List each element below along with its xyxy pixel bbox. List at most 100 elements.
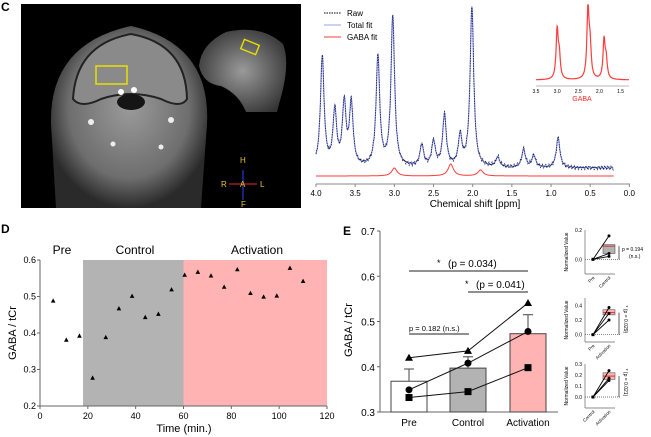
e-x-tick-label: Activation xyxy=(506,418,549,429)
orientation-h: H xyxy=(240,156,246,165)
inset-gaba-curve xyxy=(536,4,629,81)
d-y-tick-label: 0.6 xyxy=(23,255,36,265)
legend-gaba-label: GABA fit xyxy=(347,33,378,42)
data-point xyxy=(221,284,227,289)
sig2-star: * xyxy=(465,279,469,289)
inset-x-tick-label: 1.5 xyxy=(617,89,624,95)
subject-marker-circle xyxy=(524,327,532,335)
phase-label-activation: Activation xyxy=(231,243,283,257)
legend-raw-label: Raw xyxy=(347,9,363,18)
subject-marker-triangle xyxy=(464,346,472,354)
mini-x-tick-label: Activation xyxy=(594,343,612,361)
group-bar-chart: 0.3 0.4 0.5 0.6 0.7 Pre Control Activation * (… xyxy=(343,227,558,429)
mini-y-tick-label: 0.0 xyxy=(575,395,582,401)
e-y-tick-label: 0.6 xyxy=(361,272,375,283)
orientation-f: F xyxy=(241,200,246,208)
d-ylabel: GABA / tCr xyxy=(7,306,19,360)
subject-marker-square xyxy=(405,394,413,402)
mini-subject-line xyxy=(592,313,610,335)
e-y-tick-label: 0.3 xyxy=(361,408,375,419)
subject-marker-triangle xyxy=(405,353,413,361)
sig1-text: (p = 0.034) xyxy=(448,259,497,270)
d-y-tick-label: 0.5 xyxy=(23,292,36,302)
mini-subject-line xyxy=(592,319,610,335)
d-x-tick-label: 60 xyxy=(178,411,188,421)
inset-x-tick-label: 2.5 xyxy=(575,89,582,95)
spectrum-x-tick-label: 0.0 xyxy=(624,189,636,198)
ns-text: p = 0.182 (n.s.) xyxy=(409,324,460,333)
spectrum-x-tick-label: 2.5 xyxy=(428,189,440,198)
mini-subject-line xyxy=(592,380,610,398)
mini-y-tick-label: 0.2 xyxy=(575,373,582,379)
region-control xyxy=(83,260,184,406)
data-point xyxy=(116,306,122,311)
data-point xyxy=(156,311,161,316)
e-y-tick-label: 0.5 xyxy=(361,318,375,329)
data-point xyxy=(90,375,95,380)
d-xlabel: Time (min.) xyxy=(156,423,211,435)
data-point xyxy=(182,272,187,277)
mini-subject-line xyxy=(592,370,610,398)
data-point xyxy=(169,287,174,292)
mini-ylabel: Normalized Value xyxy=(564,300,570,339)
mri-image: H R A L F xyxy=(21,4,301,209)
mini-x-tick-label: Pre xyxy=(587,343,596,352)
region-activation xyxy=(183,260,327,406)
sagittal-roi xyxy=(239,38,261,56)
data-point xyxy=(77,333,82,338)
mini-x-tick-label: Activation xyxy=(594,409,612,427)
mini-subject-line xyxy=(592,235,610,260)
mini-subject-point xyxy=(607,251,611,255)
e-x-tick-label: Pre xyxy=(401,418,417,429)
mini-subject-line xyxy=(592,307,610,335)
mini-chart-control-activation: 0.3 0.2 0.1 0.0 Normalized Value ControlActiv… xyxy=(564,362,628,427)
d-y-tick-label: 0.2 xyxy=(23,401,36,411)
data-point xyxy=(235,266,240,272)
mini-x-tick-label: Pre xyxy=(587,275,596,284)
subject-marker-triangle xyxy=(524,298,532,306)
spectrum-x-tick-label: 2.0 xyxy=(467,189,479,198)
subject-marker-circle xyxy=(464,359,472,367)
mini-ylabel: Normalized Value xyxy=(564,366,570,405)
mini-origin-marker xyxy=(591,395,595,399)
spectrum-chart: 4.0 3.5 3.0 2.5 2.0 1.5 1.0 0.5 0.0 Chemical shi… xyxy=(310,4,636,210)
orientation-l: L xyxy=(260,180,265,189)
total-fit-line xyxy=(315,6,614,169)
mini-chart-pre-control: 0.2 0.0 Normalized Value Pre Control p = 0.19… xyxy=(564,228,643,289)
mini-y-tick-label: 0.2 xyxy=(575,228,582,234)
mini-subject-point xyxy=(607,234,611,238)
spectrum-x-tick-label: 4.0 xyxy=(310,189,322,198)
d-x-tick-label: 40 xyxy=(131,411,141,421)
data-point xyxy=(103,334,109,340)
phase-label-pre: Pre xyxy=(53,243,72,257)
timecourse-chart: 0 20 40 60 80 100 120 0.2 0.3 0.4 0.5 0.6 Pre Contr… xyxy=(7,243,335,435)
data-point xyxy=(50,298,56,303)
data-point xyxy=(195,269,201,274)
raw-line xyxy=(315,7,614,172)
phase-label-control: Control xyxy=(116,243,155,257)
mini-pvalue: * (p = 0.021) xyxy=(622,369,628,397)
mri-svg: H R A L F xyxy=(50,26,287,209)
d-x-tick-label: 100 xyxy=(272,411,287,421)
mini-origin-marker xyxy=(591,257,595,261)
mini-subject-point xyxy=(607,306,611,310)
spectrum-x-tick-label: 1.5 xyxy=(506,189,518,198)
inset-xlabel: GABA xyxy=(572,96,592,103)
e-x-tick-label: Control xyxy=(452,418,484,429)
inset-x-tick-label: 3.0 xyxy=(554,89,561,95)
data-point xyxy=(142,314,148,320)
sig2-text: (p = 0.041) xyxy=(476,280,525,291)
spectrum-x-tick-label: 1.0 xyxy=(545,189,557,198)
spectrum-x-tick-label: 3.0 xyxy=(389,189,401,198)
mini-y-tick-label: 0.0 xyxy=(575,257,582,263)
coronal-roi xyxy=(95,65,128,85)
mini-x-tick-label: Control xyxy=(582,409,596,423)
gaba-fit-line xyxy=(316,163,614,177)
d-y-tick-label: 0.4 xyxy=(23,328,36,338)
d-x-tick-label: 80 xyxy=(226,411,236,421)
mini-subject-line xyxy=(592,253,610,260)
mini-subject-point xyxy=(607,311,611,315)
sig1-star: * xyxy=(437,258,441,268)
